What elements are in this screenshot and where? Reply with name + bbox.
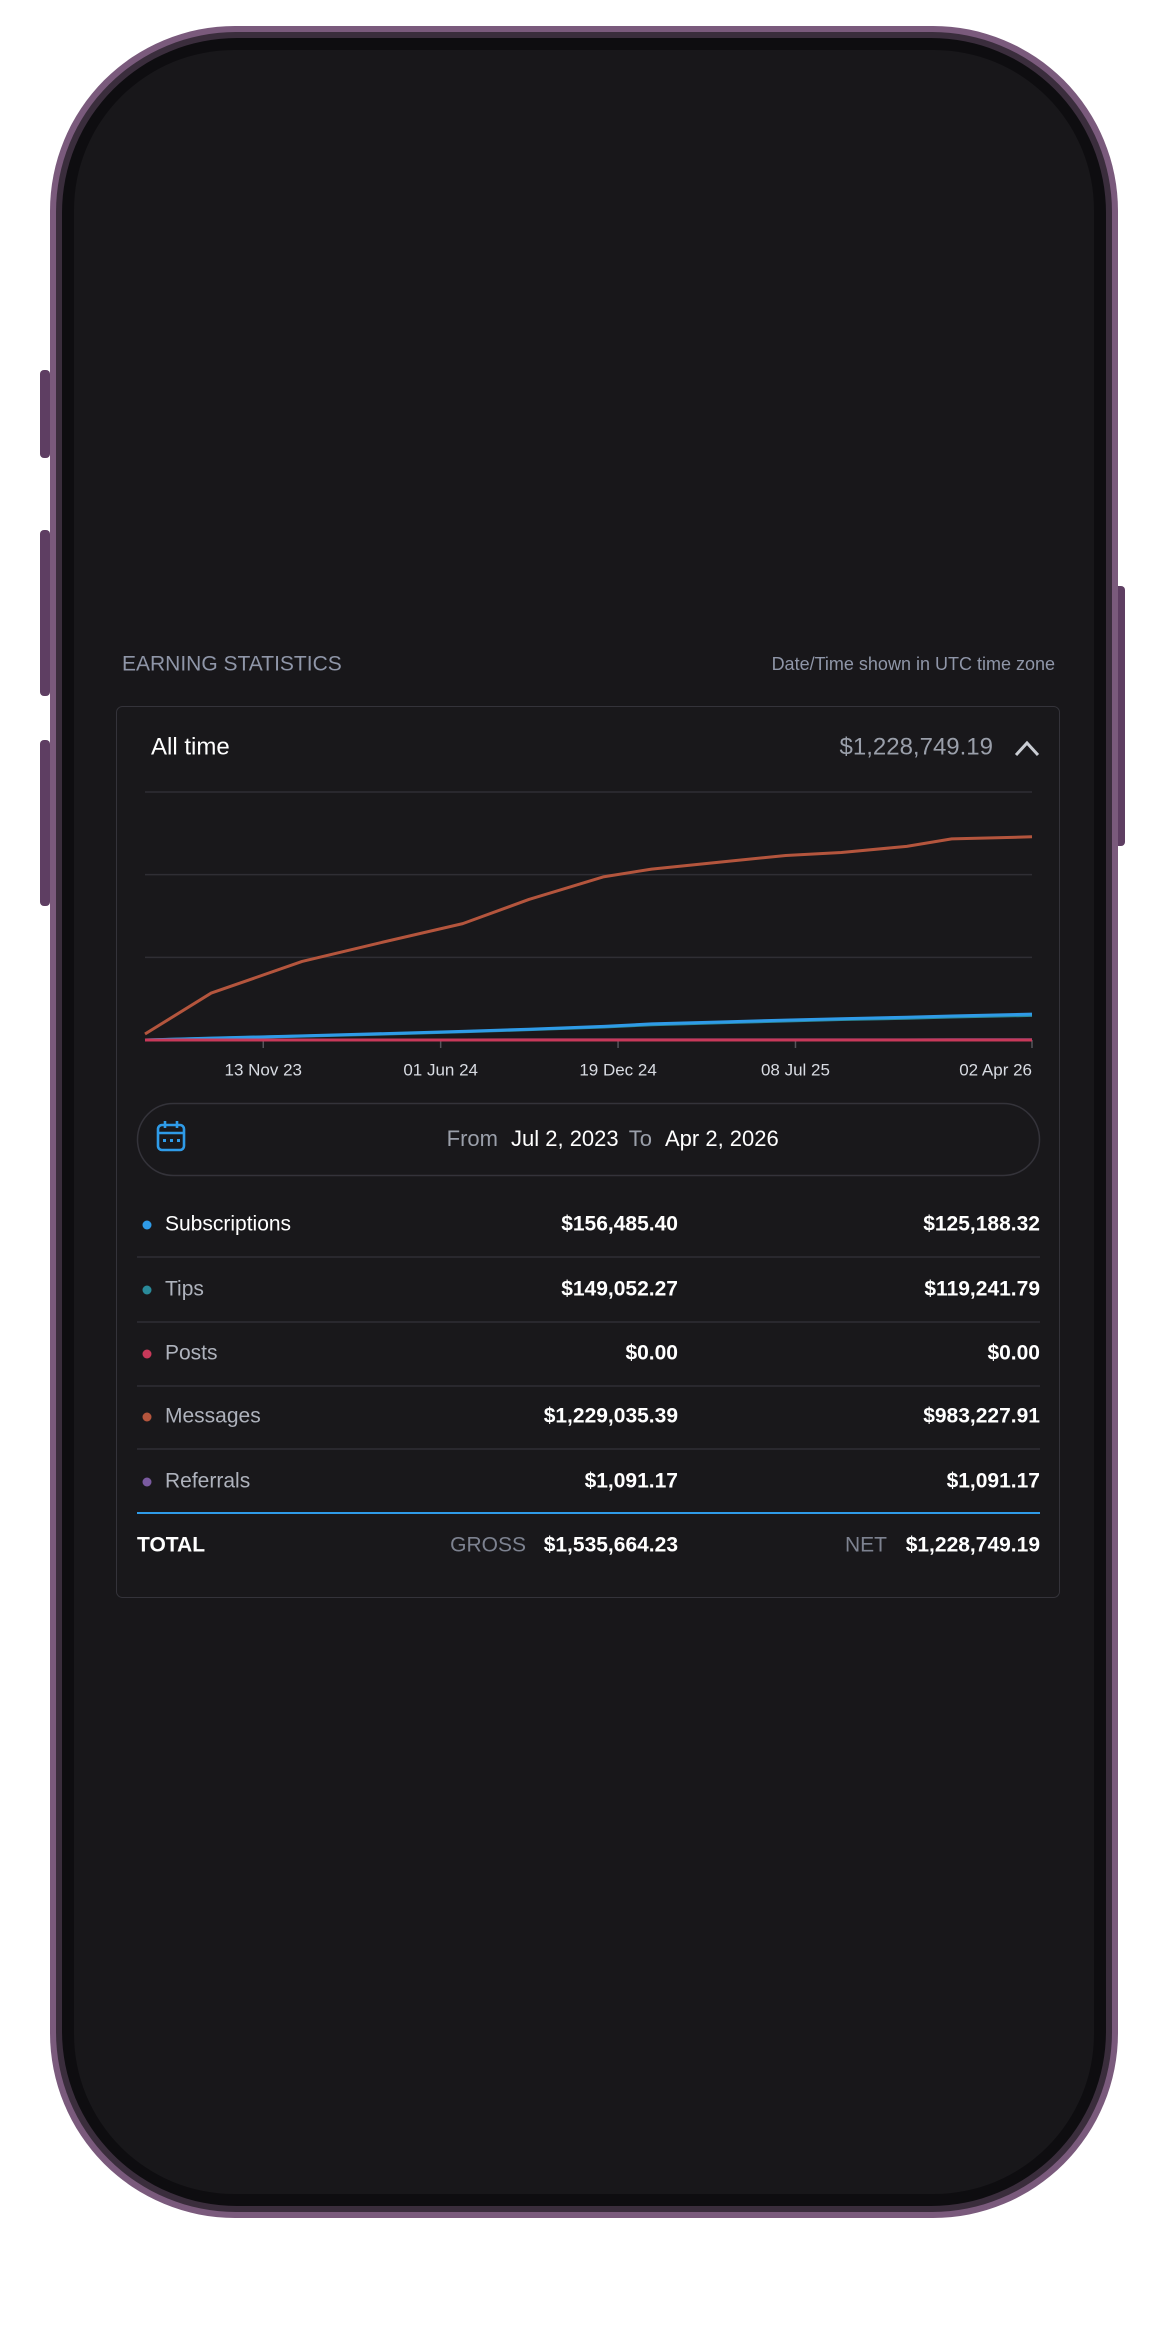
- from-date: Jul 2, 2023: [511, 1126, 619, 1151]
- row-name: Posts: [165, 1342, 218, 1365]
- series-line: [144, 1012, 1033, 1042]
- row-net: $125,188.32: [923, 1213, 1040, 1236]
- gross-label: GROSS: [450, 1534, 526, 1557]
- legend-dot: [142, 1412, 152, 1422]
- row-gross: $0.00: [625, 1342, 678, 1365]
- x-tick-label: 13 Nov 23: [225, 1060, 303, 1079]
- series-line: [144, 835, 1033, 1036]
- total-label: TOTAL: [137, 1534, 205, 1557]
- row-net: $1,091.17: [947, 1470, 1040, 1493]
- calendar-icon[interactable]: [156, 1121, 186, 1152]
- x-tick-label: 02 Apr 26: [959, 1060, 1032, 1079]
- period-amount: $1,228,749.19: [840, 733, 993, 760]
- row-net: $119,241.79: [924, 1278, 1040, 1301]
- total-gross: $1,535,664.23: [544, 1534, 678, 1557]
- x-tick-label: 08 Jul 25: [761, 1060, 830, 1079]
- row-gross: $156,485.40: [561, 1213, 678, 1236]
- date-range-picker[interactable]: [136, 1102, 1041, 1177]
- row-name: Referrals: [165, 1470, 250, 1493]
- side-button: [40, 530, 50, 696]
- from-label: From: [447, 1126, 498, 1151]
- legend-dot: [142, 1477, 152, 1487]
- row-name: Messages: [165, 1405, 261, 1428]
- to-date: Apr 2, 2026: [665, 1126, 779, 1151]
- legend-dot: [142, 1285, 152, 1295]
- calendar-icon-dots: [163, 1139, 180, 1142]
- chart: 13 Nov 23 01 Jun 24 19 Dec 24 08 Jul 25 02 A…: [144, 791, 1033, 1079]
- earnings-table: Subscriptions $156,485.40 $125,188.32 Tips $…: [137, 1213, 1040, 1493]
- row-net: $0.00: [987, 1342, 1040, 1365]
- side-button: [40, 740, 50, 906]
- timezone-note: Date/Time shown in UTC time zone: [772, 654, 1055, 674]
- net-label: NET: [845, 1534, 887, 1557]
- legend-dot: [142, 1349, 152, 1359]
- card: [116, 706, 1060, 1598]
- to-label: To: [629, 1126, 652, 1151]
- x-tick-label: 01 Jun 24: [403, 1060, 478, 1079]
- row-gross: $149,052.27: [561, 1278, 678, 1301]
- row-net: $983,227.91: [923, 1405, 1040, 1428]
- section-title: EARNING STATISTICS: [122, 653, 342, 676]
- collapse-chevron[interactable]: [1014, 740, 1040, 757]
- x-tick-label: 19 Dec 24: [579, 1060, 657, 1079]
- legend-dot: [142, 1220, 152, 1230]
- row-gross: $1,091.17: [585, 1470, 678, 1493]
- row-gross: $1,229,035.39: [544, 1405, 678, 1428]
- row-name: Subscriptions: [165, 1213, 291, 1236]
- row-name: Tips: [165, 1278, 204, 1301]
- side-button: [40, 370, 50, 458]
- total-net: $1,228,749.19: [906, 1534, 1040, 1557]
- period-label: All time: [151, 733, 230, 760]
